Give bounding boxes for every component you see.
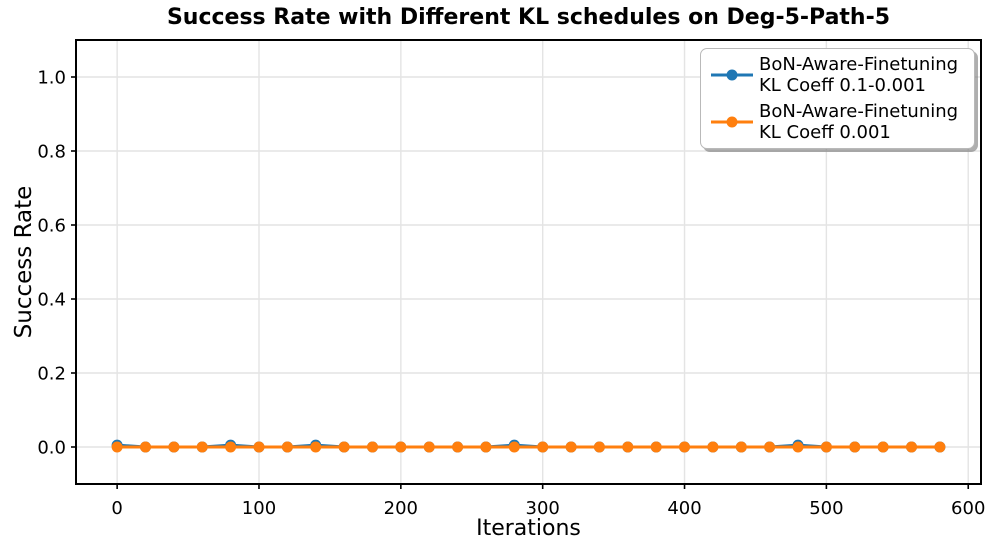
- data-point: [735, 441, 747, 453]
- data-point: [622, 441, 634, 453]
- y-tick-label: 0.8: [37, 142, 66, 163]
- y-tick-label: 0.0: [37, 438, 66, 459]
- x-axis-label: Iterations: [476, 516, 581, 541]
- data-point: [140, 441, 151, 453]
- data-point: [707, 441, 719, 453]
- y-axis-label: Success Rate: [11, 185, 37, 339]
- data-point: [111, 441, 123, 453]
- data-point: [792, 441, 804, 453]
- legend-line-marker-icon: [711, 69, 753, 81]
- data-point: [225, 441, 237, 453]
- data-point: [310, 441, 322, 453]
- data-point: [253, 441, 265, 453]
- data-point: [906, 441, 917, 453]
- data-point: [395, 441, 407, 453]
- legend-line-marker-icon: [711, 116, 753, 128]
- y-tick-label: 0.6: [37, 216, 66, 237]
- chart-title: Success Rate with Different KL schedules…: [166, 5, 891, 30]
- legend-label: BoN-Aware-Finetuning KL Coeff 0.001: [759, 101, 959, 144]
- y-tick-label: 1.0: [37, 68, 66, 89]
- data-point: [338, 441, 350, 453]
- x-tick-label: 400: [667, 498, 701, 519]
- data-point: [849, 441, 861, 453]
- legend-label: BoN-Aware-Finetuning KL Coeff 0.1-0.001: [759, 54, 959, 97]
- data-point: [650, 441, 662, 453]
- x-tick-label: 0: [111, 498, 122, 519]
- data-point: [508, 441, 520, 453]
- data-point: [423, 441, 435, 453]
- legend: BoN-Aware-Finetuning KL Coeff 0.1-0.001 B…: [700, 48, 975, 150]
- data-point: [281, 441, 293, 453]
- x-tick-label: 300: [526, 498, 560, 519]
- x-tick-label: 200: [384, 498, 418, 519]
- data-point: [367, 441, 378, 453]
- x-tick-label: 100: [242, 498, 276, 519]
- data-point: [934, 441, 946, 453]
- data-point: [196, 441, 208, 453]
- data-point: [168, 441, 180, 453]
- legend-item: BoN-Aware-Finetuning KL Coeff 0.001: [709, 101, 966, 143]
- data-point: [537, 441, 549, 453]
- data-point: [593, 441, 605, 453]
- y-tick-label: 0.4: [37, 290, 66, 311]
- legend-item: BoN-Aware-Finetuning KL Coeff 0.1-0.001: [709, 54, 966, 96]
- data-point: [679, 441, 690, 453]
- x-tick-label: 600: [951, 498, 985, 519]
- data-point: [565, 441, 577, 453]
- data-point: [764, 441, 776, 453]
- x-tick-label: 500: [809, 498, 843, 519]
- y-tick-label: 0.2: [37, 364, 66, 385]
- plot-frame: [75, 39, 982, 485]
- data-point: [877, 441, 889, 453]
- data-point: [452, 441, 464, 453]
- data-point: [480, 441, 492, 453]
- data-point: [820, 441, 832, 453]
